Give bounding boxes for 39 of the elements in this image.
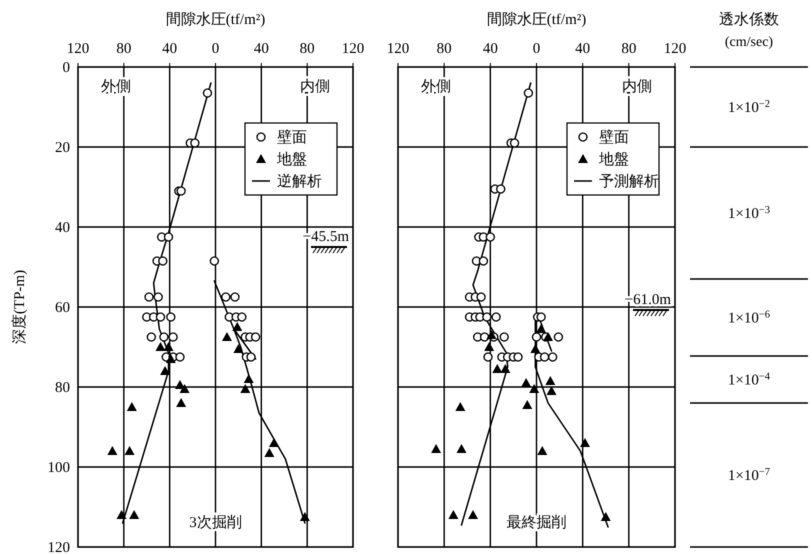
x-tick-label: 120 (386, 41, 410, 57)
x-tick-label: 0 (212, 41, 220, 57)
annotation: 外側 (421, 79, 451, 95)
legend-label: 予測解析 (599, 173, 659, 190)
y-tick-label: 0 (62, 60, 70, 76)
x-tick-label: 120 (66, 41, 90, 57)
text: 1×10$^{−2}$ (728, 98, 770, 116)
x-tick-label: 80 (621, 41, 636, 57)
y-tick-label: 100 (48, 460, 70, 476)
legend-label: 地盤 (598, 151, 629, 168)
x-tick-label: 80 (116, 41, 132, 57)
x-tick-label: 120 (342, 41, 364, 57)
x-tick-label: 40 (575, 41, 590, 57)
text: 1×10$^{−7}$ (728, 466, 770, 484)
chart-title: 間隙水圧(tf/m²) (166, 11, 266, 28)
x-tick-label: 0 (532, 41, 540, 57)
legend-label: 壁面 (599, 129, 629, 146)
x-tick-label: 40 (482, 41, 498, 57)
text: 透水係数 (719, 11, 779, 28)
y-tick-label: 80 (55, 380, 70, 396)
annotation: 外側 (101, 79, 131, 95)
y-tick-label: 20 (55, 140, 70, 156)
x-tick-label: 120 (664, 41, 686, 57)
y-tick-label: 120 (48, 540, 70, 555)
legend-label: 壁面 (277, 129, 307, 146)
legend-label: 逆解析 (277, 173, 322, 190)
text: 1×10$^{−4}$ (728, 371, 771, 388)
text: (cm/sec) (724, 35, 774, 50)
y-axis-title: 深度(TP-m) (11, 270, 28, 344)
x-tick-label: 80 (300, 41, 315, 57)
x-tick-label: 40 (162, 41, 178, 57)
text: 1×10$^{−6}$ (728, 309, 770, 326)
legend-label: 地盤 (276, 151, 307, 168)
y-tick-label: 60 (55, 300, 70, 316)
x-tick-label: 40 (254, 41, 269, 57)
x-tick-label: 80 (436, 41, 452, 57)
chart-title: 間隙水圧(tf/m²) (486, 11, 586, 28)
text: 1×10$^{−3}$ (728, 204, 770, 222)
y-tick-label: 40 (55, 220, 70, 236)
